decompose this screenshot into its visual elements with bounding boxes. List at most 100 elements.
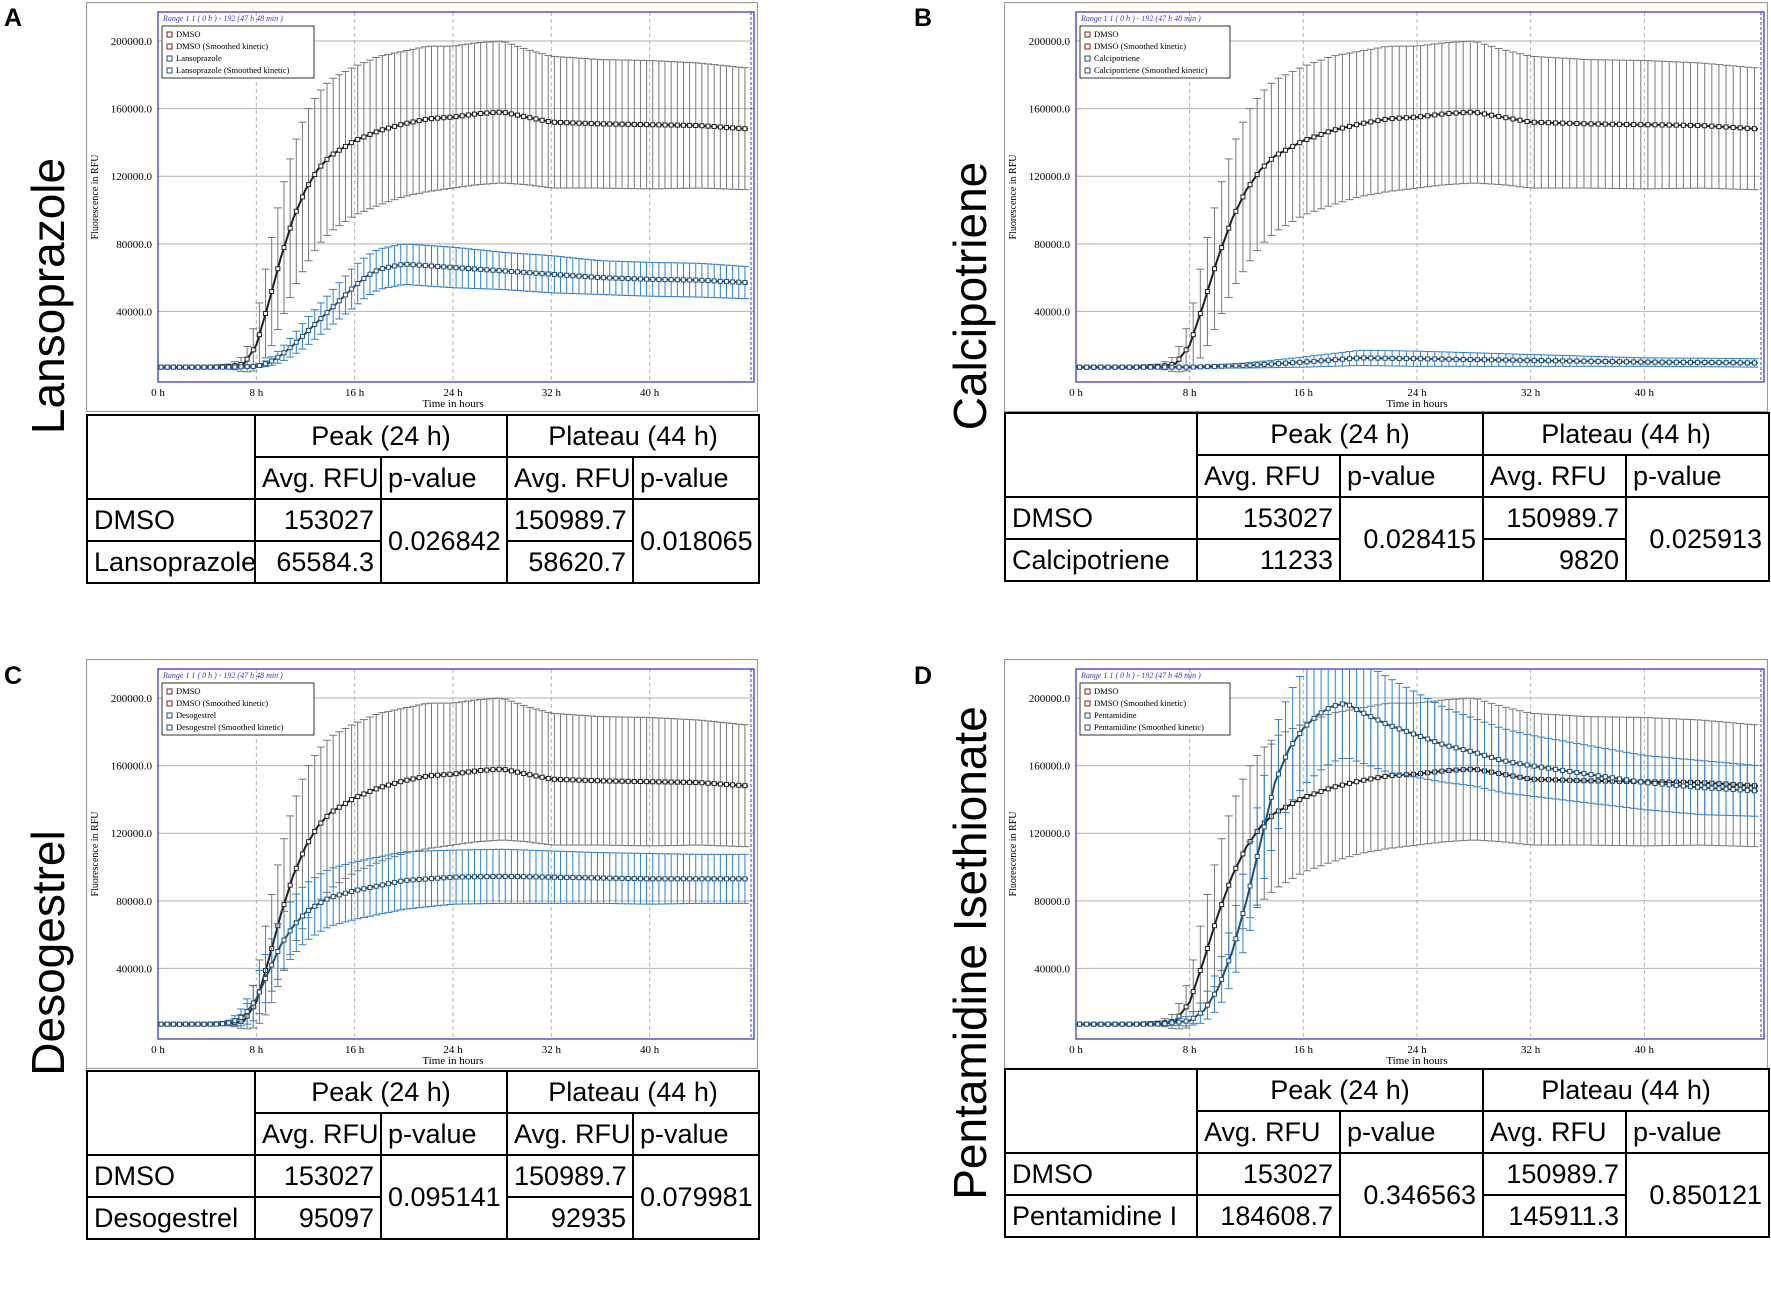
data-point <box>422 263 428 269</box>
data-point <box>723 781 729 787</box>
data-point <box>1190 989 1196 995</box>
data-point <box>1261 361 1267 367</box>
data-point <box>1688 122 1694 128</box>
data-point <box>515 112 521 118</box>
data-point <box>1624 121 1630 127</box>
data-point <box>637 122 643 128</box>
data-point <box>619 121 625 127</box>
data-point <box>379 266 385 272</box>
data-point <box>404 777 410 783</box>
series-layer <box>1076 40 1759 373</box>
data-point <box>1688 359 1694 365</box>
data-point <box>502 110 508 116</box>
data-point <box>717 876 723 882</box>
data-point <box>416 775 422 781</box>
data-point <box>576 875 582 881</box>
plateau-dmso-value: 150989.7 <box>506 1154 635 1198</box>
data-point <box>607 121 613 127</box>
series-layer <box>1076 669 1759 1030</box>
legend-marker <box>166 712 173 719</box>
data-point <box>1297 797 1303 803</box>
data-point <box>570 120 576 126</box>
data-point <box>1432 356 1438 362</box>
legend-marker <box>166 700 173 707</box>
data-point <box>1389 116 1395 122</box>
data-point <box>1460 747 1466 753</box>
data-point <box>293 339 299 345</box>
plateau-header: Plateau (44 h) <box>1482 412 1771 456</box>
data-point <box>1354 706 1360 712</box>
data-point <box>1737 787 1743 793</box>
data-point <box>1702 123 1708 129</box>
legend-entry: Pentamidine <box>1094 710 1137 720</box>
data-point <box>582 777 588 783</box>
data-point <box>404 877 410 883</box>
data-point <box>1226 882 1232 888</box>
data-point <box>1645 359 1651 365</box>
data-point <box>674 277 680 283</box>
data-point <box>594 875 600 881</box>
plateau-dmso-value: 150989.7 <box>1482 496 1628 540</box>
plateau-drug-value: 92935 <box>506 1196 635 1240</box>
data-point <box>551 776 557 782</box>
data-point <box>361 791 367 797</box>
x-tick-label: 0 h <box>1069 1044 1083 1056</box>
data-point <box>1609 121 1615 127</box>
data-point <box>263 361 269 367</box>
data-point <box>545 119 551 125</box>
plateau-p-header: p-value <box>1625 454 1771 498</box>
data-point <box>1531 119 1537 125</box>
data-point <box>1631 359 1637 365</box>
data-point <box>1510 116 1516 122</box>
data-point <box>1510 759 1516 765</box>
data-point <box>1425 113 1431 119</box>
data-point <box>1723 124 1729 130</box>
chart-d: Range 1 1 ( 0 h ) - 192 (47 h 48 min ) 0 … <box>1004 659 1768 1069</box>
data-point <box>711 781 717 787</box>
data-point <box>1517 761 1523 767</box>
data-point <box>1190 332 1196 338</box>
data-point <box>213 1021 219 1027</box>
data-point <box>330 304 336 310</box>
data-point <box>674 779 680 785</box>
data-point <box>447 264 453 270</box>
data-point <box>619 875 625 881</box>
data-point <box>1645 122 1651 128</box>
legend-entry: DMSO (Smoothed kinetic) <box>1094 698 1186 708</box>
table-corner <box>86 1070 256 1156</box>
data-point <box>398 122 404 128</box>
data-point <box>1446 110 1452 116</box>
data-point <box>410 776 416 782</box>
data-point <box>312 829 318 835</box>
legend-entry: Desogestrel <box>176 710 217 720</box>
data-point <box>1140 1021 1146 1027</box>
data-point <box>588 121 594 127</box>
data-point <box>521 874 527 880</box>
data-point <box>680 779 686 785</box>
data-point <box>668 779 674 785</box>
data-point <box>1254 172 1260 178</box>
legend-marker <box>166 43 173 50</box>
data-point <box>318 900 324 906</box>
smoothed-line <box>158 767 749 1026</box>
legend-marker <box>1084 700 1091 707</box>
peak-drug-value: 184608.7 <box>1196 1194 1341 1238</box>
data-point <box>183 364 189 370</box>
data-point <box>1489 754 1495 760</box>
data-point <box>496 268 502 274</box>
data-point <box>398 779 404 785</box>
plateau-dmso-value: 150989.7 <box>506 498 635 542</box>
data-point <box>1460 356 1466 362</box>
data-point <box>1744 360 1750 366</box>
data-point <box>1297 731 1303 737</box>
data-point <box>281 902 287 908</box>
data-point <box>656 276 662 282</box>
data-point <box>1119 364 1125 370</box>
data-point <box>336 298 342 304</box>
data-point <box>1723 786 1729 792</box>
x-tick-label: 24 h <box>1407 387 1427 399</box>
data-point <box>1275 361 1281 367</box>
data-point <box>263 311 269 317</box>
data-point <box>1382 773 1388 779</box>
data-point <box>1126 364 1132 370</box>
